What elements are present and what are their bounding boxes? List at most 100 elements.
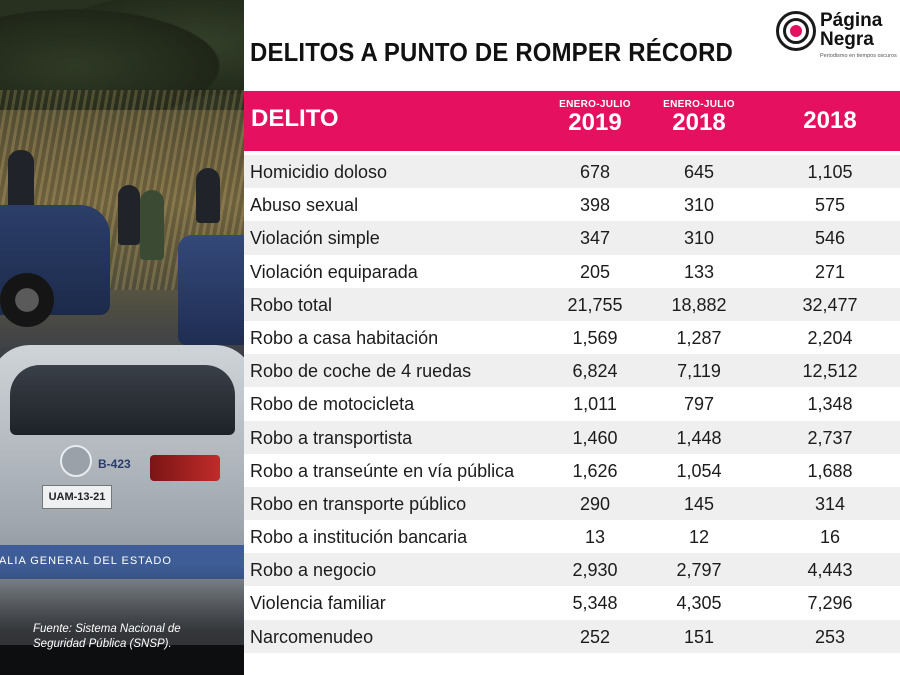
cell-value: 645 [683,162,715,182]
person-shape [8,150,34,210]
column-header-sub: ENERO-JULIO [559,99,631,110]
table-row: Robo total 21,755 18,882 32,477 [244,287,900,321]
cell-delito: Robo a transeúnte en vía pública [250,460,515,481]
table-row: Abuso sexual 398 310 575 [244,188,900,222]
cell-value: 314 [814,493,846,514]
table-row: Robo en transporte público 290 145 314 [244,486,900,521]
column-header-sub: ENERO-JULIO [663,99,735,110]
source-note: Fuente: Sistema Nacional de Seguridad Pú… [33,623,181,650]
car-unit-number: B-423 [98,457,131,471]
column-header-2019: ENERO-JULIO 2019 [540,99,650,136]
table-row: Violación equiparada 205 133 271 [244,254,900,288]
cell-value: 398 [579,195,611,216]
cell-delito: Violación simple [250,228,380,249]
logo-name-line2: Negra [820,29,874,50]
car-license-plate: UAM-13-21 [42,485,112,509]
cell-value: 2,737 [807,427,853,448]
page-title: DELITOS A PUNTO DE ROMPER RÉCORD [250,37,734,67]
cell-value: 271 [814,261,846,282]
cell-value: 32,477 [802,294,858,315]
cell-delito: Robo total [250,294,333,315]
background-photo: B-423 UAM-13-21 CALIA GENERAL DEL ESTADO [0,0,244,675]
column-header-year: 2018 [803,107,857,134]
photo-shade [0,565,244,675]
cell-delito: Robo de coche de 4 ruedas [250,361,472,382]
cell-value: 310 [683,228,715,249]
cell-value: 1,011 [573,394,617,415]
table-row: Violencia familiar 5,348 4,305 7,296 [244,586,900,620]
cell-delito: Homicidio doloso [250,162,388,182]
cell-value: 5,348 [572,593,618,614]
cell-value: 7,119 [677,361,721,382]
table-row: Narcomenudeo 252 151 253 [244,619,900,653]
cell-delito: Violencia familiar [250,593,386,614]
cell-value: 205 [579,261,611,282]
column-header-year: 2018 [672,109,726,136]
cell-value: 13 [584,527,606,548]
cell-value: 1,287 [676,327,722,348]
cell-value: 2,930 [572,560,618,581]
cell-value: 1,626 [572,460,618,481]
cell-value: 1,460 [572,427,618,448]
person-shape [140,190,164,260]
column-header-2018-ene-jul: ENERO-JULIO 2018 [644,99,754,136]
cell-value: 678 [579,162,611,182]
cell-value: 151 [683,626,715,647]
table-row: Robo de motocicleta 1,011 797 1,348 [244,387,900,421]
table-header: DELITO ENERO-JULIO 2019 ENERO-JULIO 2018… [244,91,900,151]
cell-value: 1,448 [676,427,722,448]
cell-value: 575 [814,195,846,216]
table-row: Robo a transportista 1,460 1,448 2,737 [244,420,900,454]
wheel-shape [0,273,54,327]
cell-value: 2,797 [676,560,722,581]
cell-delito: Robo en transporte público [250,493,467,514]
car-tail-light [150,455,220,481]
cell-value: 16 [819,527,841,548]
column-header-2018-total: 2018 [775,108,885,134]
cell-value: 145 [683,493,715,514]
cell-value: 310 [683,195,715,216]
cell-value: 546 [814,228,846,249]
cell-value: 21,755 [567,294,623,315]
cell-value: 12 [688,527,710,548]
police-truck-left [0,205,110,327]
cell-value: 1,569 [572,327,618,348]
cell-value: 7,296 [807,593,853,614]
cell-value: 797 [683,394,715,415]
person-shape [196,168,220,223]
cell-value: 290 [579,493,611,514]
car-stripe-text: CALIA GENERAL DEL ESTADO [0,555,172,567]
logo-dot-icon [790,25,802,37]
cell-value: 1,054 [676,460,722,481]
column-header-delito: DELITO [251,105,339,132]
cell-delito: Robo de motocicleta [250,394,415,415]
cell-value: 12,512 [802,361,858,382]
cell-value: 133 [683,261,715,282]
table-row: Robo a casa habitación 1,569 1,287 2,204 [244,320,900,355]
logo-name-line1: Página [820,10,883,31]
brand-logo: Página Negra Periodismo en tiempos oscur… [776,10,897,71]
cell-value: 4,443 [807,560,853,581]
table-row: Robo a transeúnte en vía pública 1,626 1,0… [244,453,900,487]
cell-value: 4,305 [676,593,722,614]
logo-inner-ring-icon [783,18,809,44]
cell-value: 6,824 [572,361,618,382]
cell-delito: Robo a institución bancaria [250,527,468,548]
person-shape [118,185,140,245]
cell-value: 2,204 [807,327,853,348]
car-rear-window [10,365,235,435]
table-row: Homicidio doloso 678 645 1,105 [244,155,900,189]
table-row: Violación simple 347 310 546 [244,221,900,255]
cell-delito: Violación equiparada [250,261,418,282]
cell-value: 1,348 [807,394,853,415]
trees-shape [0,0,244,110]
cell-value: 18,882 [671,294,727,315]
table-row: Robo a institución bancaria 13 12 16 [244,520,900,554]
cell-value: 253 [814,626,846,647]
logo-ring-icon [776,11,816,51]
cell-delito: Robo a transportista [250,427,413,448]
column-header-year: 2019 [568,109,622,136]
cell-value: 252 [579,626,611,647]
police-truck-right [178,235,244,345]
cell-value: 1,105 [807,162,853,182]
